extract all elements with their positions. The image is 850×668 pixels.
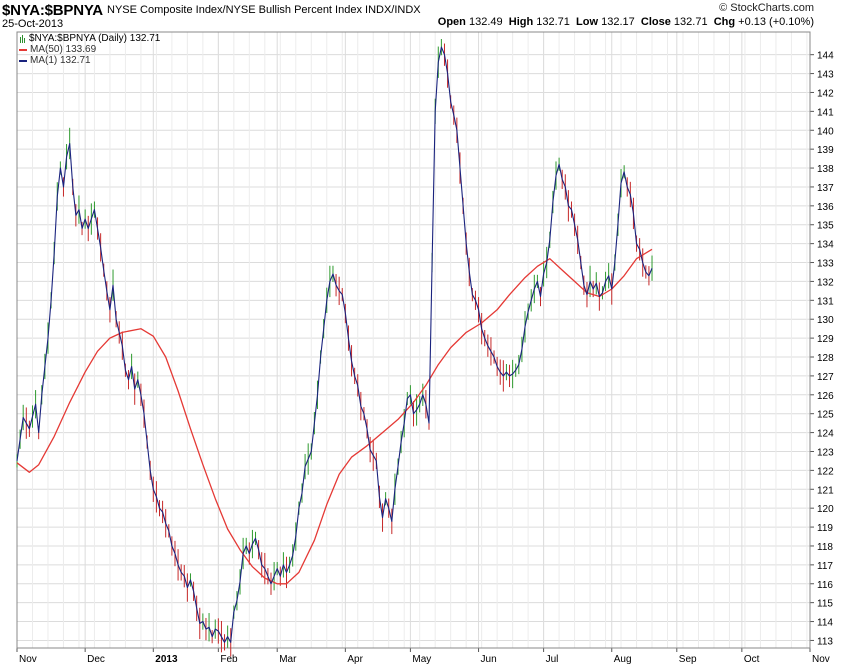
y-tick-label: 122 bbox=[817, 466, 834, 477]
y-tick-label: 114 bbox=[817, 618, 833, 629]
y-tick-label: 137 bbox=[817, 183, 834, 194]
chart-date: 25-Oct-2013 bbox=[2, 18, 64, 30]
x-tick-label: Feb bbox=[220, 654, 238, 665]
y-tick-label: 121 bbox=[817, 485, 834, 496]
close-label: Close bbox=[640, 16, 671, 28]
y-tick-label: 141 bbox=[817, 107, 834, 118]
y-tick-label: 118 bbox=[817, 542, 833, 553]
y-tick-label: 133 bbox=[817, 259, 834, 270]
y-tick-label: 139 bbox=[817, 145, 834, 156]
y-tick-label: 125 bbox=[817, 410, 834, 421]
y-tick-label: 143 bbox=[817, 70, 834, 81]
brand-watermark: © StockCharts.com bbox=[719, 2, 814, 14]
y-tick-label: 126 bbox=[817, 391, 834, 402]
y-tick-label: 138 bbox=[817, 164, 834, 175]
y-tick-label: 117 bbox=[817, 561, 833, 572]
y-tick-label: 115 bbox=[817, 599, 833, 610]
legend-ma50: MA(50) 133.69 bbox=[19, 44, 160, 55]
ma50-line bbox=[16, 248, 653, 585]
y-tick-label: 119 bbox=[817, 523, 833, 534]
low-value: 132.17 bbox=[601, 16, 635, 28]
x-tick-label: Sep bbox=[679, 654, 697, 665]
x-tick-label: Dec bbox=[87, 654, 105, 665]
y-tick-label: 140 bbox=[817, 126, 834, 137]
legend-ma1: MA(1) 132.71 bbox=[19, 55, 160, 66]
y-tick-label: 135 bbox=[817, 221, 834, 232]
open-label: Open bbox=[437, 16, 466, 28]
x-tick-label: 2013 bbox=[155, 654, 178, 665]
y-tick-label: 120 bbox=[817, 504, 834, 515]
plot-area bbox=[17, 32, 810, 648]
chg-value: +0.13 (+0.10%) bbox=[738, 16, 814, 28]
x-tick-label: Jul bbox=[546, 654, 559, 665]
high-value: 132.71 bbox=[536, 16, 570, 28]
y-tick-label: 132 bbox=[817, 277, 834, 288]
x-tick-label: Aug bbox=[614, 654, 632, 665]
y-tick-label: 129 bbox=[817, 334, 834, 345]
y-tick-label: 134 bbox=[817, 240, 834, 251]
x-tick-label: Oct bbox=[744, 654, 760, 665]
x-tick-label: May bbox=[412, 654, 431, 665]
chart-description: NYSE Composite Index/NYSE Bullish Percen… bbox=[107, 4, 421, 16]
plot-frame bbox=[16, 31, 811, 649]
high-label: High bbox=[508, 16, 534, 28]
y-tick-label: 136 bbox=[817, 202, 834, 213]
y-tick-label: 124 bbox=[817, 429, 834, 440]
x-tick-label: Nov bbox=[19, 654, 37, 665]
legend-main-label: $NYA:$BPNYA (Daily) 132.71 bbox=[29, 33, 161, 44]
y-tick-label: 127 bbox=[817, 372, 834, 383]
legend-ma50-label: MA(50) 133.69 bbox=[30, 44, 97, 55]
chg-label: Chg bbox=[713, 16, 736, 28]
chart-title: $NYA:$BPNYA bbox=[2, 2, 103, 19]
y-tick-label: 113 bbox=[817, 636, 833, 647]
x-tick-label: Apr bbox=[347, 654, 363, 665]
legend-ma1-label: MA(1) 132.71 bbox=[30, 55, 91, 66]
x-tick-label: Jun bbox=[481, 654, 497, 665]
close-value: 132.71 bbox=[673, 16, 708, 28]
open-value: 132.49 bbox=[468, 16, 503, 28]
y-tick-label: 131 bbox=[817, 296, 834, 307]
ma50-swatch-icon bbox=[19, 48, 27, 51]
low-label: Low bbox=[576, 16, 599, 28]
y-tick-label: 142 bbox=[817, 88, 834, 99]
ma1-swatch-icon bbox=[19, 59, 27, 62]
ohlc-summary: Open 132.49 High 132.71 Low 132.17 Close… bbox=[438, 16, 814, 28]
x-tick-label: Mar bbox=[279, 654, 297, 665]
x-tick-label: Nov bbox=[812, 654, 830, 665]
y-tick-label: 130 bbox=[817, 315, 834, 326]
legend-main: $NYA:$BPNYA (Daily) 132.71 bbox=[19, 33, 160, 44]
y-tick-label: 128 bbox=[817, 353, 834, 364]
bar-series-icon bbox=[19, 34, 26, 43]
chart-header: $NYA:$BPNYA NYSE Composite Index/NYSE Bu… bbox=[0, 0, 850, 34]
chart-legend: $NYA:$BPNYA (Daily) 132.71 MA(50) 133.69… bbox=[19, 33, 160, 66]
y-tick-label: 116 bbox=[817, 580, 833, 591]
ma1-line bbox=[16, 46, 653, 643]
y-tick-label: 123 bbox=[817, 447, 834, 458]
y-tick-label: 144 bbox=[817, 51, 834, 62]
